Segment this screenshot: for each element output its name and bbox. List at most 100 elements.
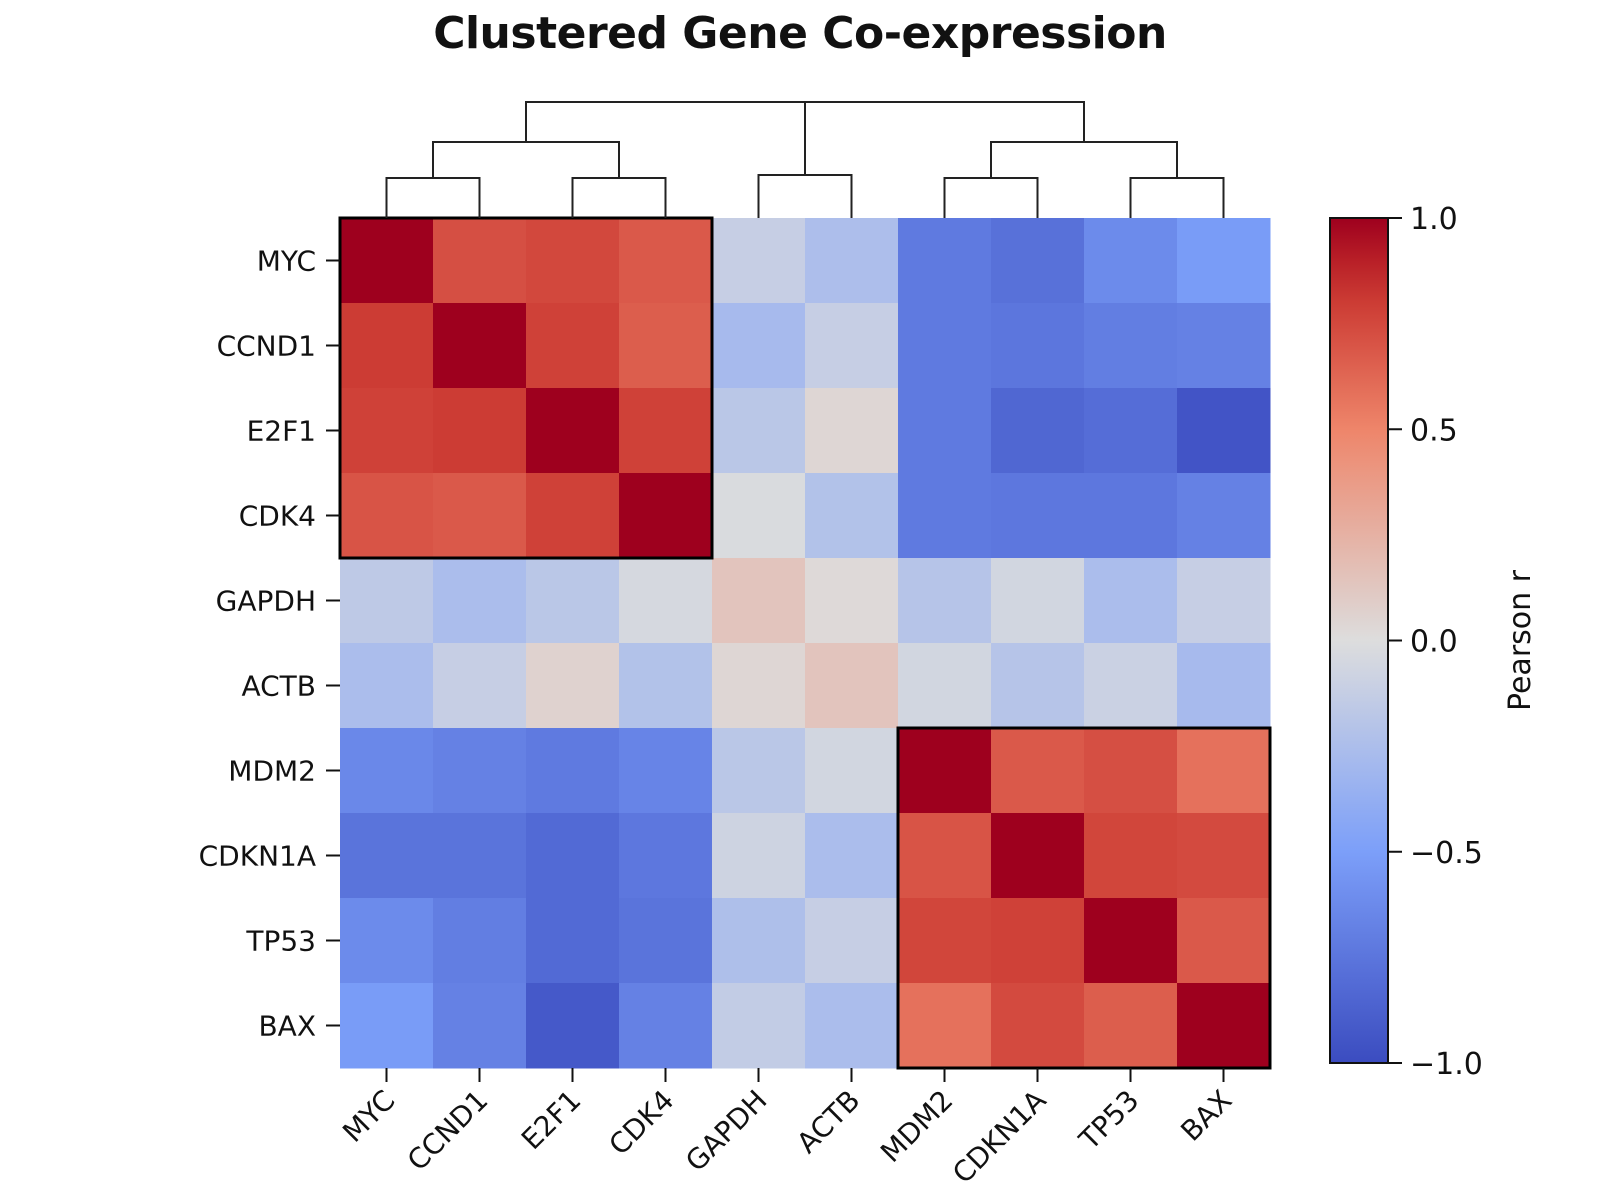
col-label: GAPDH [679,1084,773,1178]
heatmap-cell [1084,728,1178,814]
heatmap-cell [805,728,899,814]
heatmap-cell [433,473,527,559]
heatmap-cell [619,983,713,1069]
row-label: GAPDH [216,585,316,618]
heatmap-cell [1177,728,1271,814]
heatmap-cell [991,643,1085,729]
heatmap-cell [1084,983,1178,1069]
colorbar-label: Pearson r [1503,569,1538,711]
heatmap-cell [526,473,620,559]
heatmap-cell [991,813,1085,899]
heatmap-cell [340,813,434,899]
heatmap-cell [526,643,620,729]
heatmap-cell [805,303,899,389]
dendrogram-link [385,177,481,218]
heatmap-cell [433,983,527,1069]
heatmap-cell [340,388,434,474]
heatmap-cell [526,303,620,389]
dendrogram [385,101,1225,218]
heatmap-cell [712,643,806,729]
colorbar-tick-label: 0.0 [1410,625,1458,660]
heatmap-cell [898,813,992,899]
heatmap-cell [712,558,806,644]
row-label: BAX [258,1010,316,1043]
heatmap-cell [712,218,806,304]
row-label: TP53 [245,925,316,958]
colorbar-tick-label: −0.5 [1410,836,1483,871]
heatmap-cell [619,558,713,644]
heatmap-cell [619,728,713,814]
dendrogram-link [1129,177,1225,218]
dendrogram-link [943,177,1039,218]
row-label: MYC [257,245,316,278]
heatmap-cell [433,303,527,389]
heatmap-cell [712,388,806,474]
heatmap-cell [433,218,527,304]
heatmap-cell [898,218,992,304]
heatmap-cell [433,813,527,899]
heatmap-cell [805,813,899,899]
heatmap-cell [1084,643,1178,729]
heatmap-cell [340,728,434,814]
col-label: CDK4 [602,1084,680,1162]
col-label: BAX [1174,1084,1238,1148]
heatmap-cell [1177,473,1271,559]
heatmap-cell [898,728,992,814]
col-label: ACTB [790,1084,866,1160]
heatmap-cell [898,473,992,559]
heatmap-cell [991,558,1085,644]
heatmap-cell [619,813,713,899]
chart-title: Clustered Gene Co-expression [433,8,1167,59]
heatmap-cell [805,473,899,559]
heatmap-cell [991,983,1085,1069]
heatmap-cell [433,898,527,984]
heatmap-cell [1084,813,1178,899]
heatmap-cell [340,898,434,984]
col-label: CCND1 [401,1084,495,1178]
heatmap-cell [1177,643,1271,729]
heatmap-cell [991,388,1085,474]
heatmap-cell [712,303,806,389]
row-label: CCND1 [217,330,316,363]
heatmap-cell [991,728,1085,814]
heatmap-cell [526,728,620,814]
colorbar-tick-label: −1.0 [1410,1047,1483,1082]
heatmap-cell [898,558,992,644]
heatmap-cell [526,983,620,1069]
heatmap-cell [526,218,620,304]
heatmap-cell [991,218,1085,304]
heatmap-cell [619,388,713,474]
heatmap-cell [805,983,899,1069]
heatmap-cell [1084,473,1178,559]
heatmap-cell [712,898,806,984]
heatmap-cell [712,813,806,899]
heatmap-cell [805,643,899,729]
heatmap-cell [433,643,527,729]
row-label: E2F1 [247,415,316,448]
heatmap-cell [1084,388,1178,474]
dendrogram-link [432,141,620,178]
heatmap-cell [433,558,527,644]
heatmap-cell [991,898,1085,984]
heatmap-cell [898,983,992,1069]
colorbar-tick-label: 0.5 [1410,413,1458,448]
heatmap-cell [712,473,806,559]
heatmap-cell [805,218,899,304]
col-label: MDM2 [874,1084,959,1169]
heatmap-cells [340,218,1271,1069]
heatmap-cell [898,643,992,729]
row-label: CDK4 [239,500,316,533]
heatmap-cell [619,303,713,389]
heatmap-cell [433,728,527,814]
heatmap-cell [340,303,434,389]
col-label: MYC [336,1084,401,1149]
row-label: ACTB [241,670,316,703]
heatmap-cell [991,303,1085,389]
dendrogram-link [990,141,1178,178]
heatmap-cell [340,643,434,729]
heatmap-cell [619,473,713,559]
heatmap-cell [340,558,434,644]
heatmap-cell [991,473,1085,559]
dendrogram-link [571,177,667,218]
